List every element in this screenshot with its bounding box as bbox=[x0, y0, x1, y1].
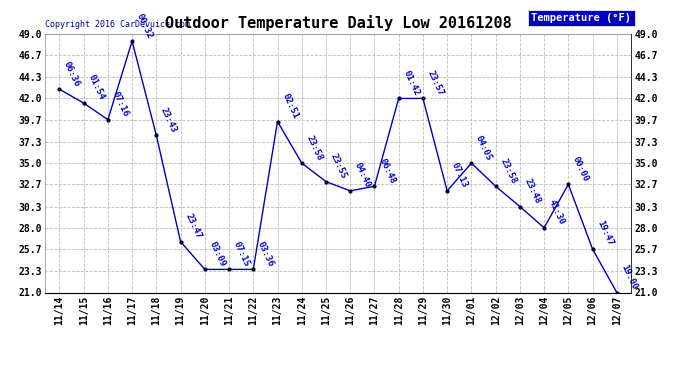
Text: 23:58: 23:58 bbox=[498, 157, 518, 185]
Text: 01:54: 01:54 bbox=[86, 74, 106, 102]
Text: 00:00: 00:00 bbox=[571, 155, 591, 183]
Text: Temperature (°F): Temperature (°F) bbox=[531, 13, 631, 23]
Text: 04:05: 04:05 bbox=[474, 134, 493, 162]
Text: 07:16: 07:16 bbox=[110, 90, 130, 118]
Text: 03:09: 03:09 bbox=[208, 240, 227, 268]
Text: 23:57: 23:57 bbox=[426, 69, 445, 97]
Text: 23:58: 23:58 bbox=[304, 134, 324, 162]
Text: 06:48: 06:48 bbox=[377, 157, 397, 185]
Text: 19:47: 19:47 bbox=[595, 219, 615, 248]
Text: 23:55: 23:55 bbox=[328, 152, 348, 180]
Text: 19:00: 19:00 bbox=[620, 263, 639, 291]
Text: 00:32: 00:32 bbox=[135, 12, 155, 40]
Text: 07:13: 07:13 bbox=[450, 161, 469, 189]
Text: 23:47: 23:47 bbox=[184, 212, 203, 240]
Title: Outdoor Temperature Daily Low 20161208: Outdoor Temperature Daily Low 20161208 bbox=[165, 15, 511, 31]
Text: 02:51: 02:51 bbox=[280, 92, 299, 120]
Text: 01:42: 01:42 bbox=[402, 69, 421, 97]
Text: 03:36: 03:36 bbox=[256, 240, 275, 268]
Text: Copyright 2016 CarDevuice.com: Copyright 2016 CarDevuice.com bbox=[45, 20, 190, 28]
Text: 06:36: 06:36 bbox=[62, 60, 81, 88]
Text: 23:48: 23:48 bbox=[522, 177, 542, 205]
Text: 07:15: 07:15 bbox=[232, 240, 251, 268]
Text: 23:43: 23:43 bbox=[159, 106, 179, 134]
Text: 04:40: 04:40 bbox=[353, 161, 373, 189]
Text: 41:30: 41:30 bbox=[547, 198, 566, 226]
